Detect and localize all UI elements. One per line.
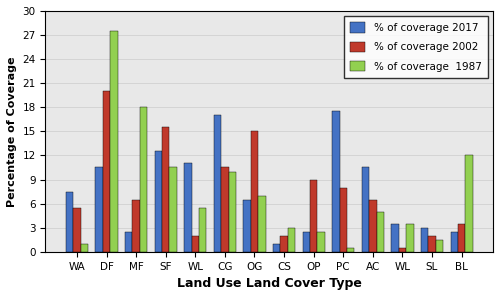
Y-axis label: Percentage of Coverage: Percentage of Coverage xyxy=(7,56,17,207)
Bar xyxy=(170,168,177,252)
Bar xyxy=(332,111,340,252)
Bar xyxy=(376,212,384,252)
Bar xyxy=(96,168,103,252)
Bar xyxy=(458,224,466,252)
Bar xyxy=(103,91,110,252)
Bar xyxy=(258,196,266,252)
Bar xyxy=(273,244,280,252)
Bar xyxy=(73,208,80,252)
Legend: % of coverage 2017, % of coverage 2002, % of coverage  1987: % of coverage 2017, % of coverage 2002, … xyxy=(344,16,488,78)
Bar xyxy=(244,200,251,252)
Bar xyxy=(288,228,295,252)
Bar xyxy=(362,168,369,252)
Bar xyxy=(251,131,258,252)
Bar xyxy=(192,236,199,252)
Bar xyxy=(110,31,118,252)
Bar xyxy=(199,208,206,252)
Bar xyxy=(398,248,406,252)
Bar xyxy=(318,232,324,252)
Bar xyxy=(450,232,458,252)
Bar xyxy=(221,168,228,252)
X-axis label: Land Use Land Cover Type: Land Use Land Cover Type xyxy=(177,277,362,290)
Bar xyxy=(347,248,354,252)
Bar xyxy=(466,155,472,252)
Bar xyxy=(302,232,310,252)
Bar xyxy=(280,236,288,252)
Bar xyxy=(184,163,192,252)
Bar xyxy=(140,107,147,252)
Bar xyxy=(340,188,347,252)
Bar xyxy=(421,228,428,252)
Bar xyxy=(214,115,221,252)
Bar xyxy=(428,236,436,252)
Bar xyxy=(80,244,88,252)
Bar xyxy=(132,200,140,252)
Bar xyxy=(406,224,413,252)
Bar xyxy=(66,192,73,252)
Bar xyxy=(125,232,132,252)
Bar xyxy=(310,179,318,252)
Bar xyxy=(162,127,170,252)
Bar xyxy=(228,171,236,252)
Bar xyxy=(369,200,376,252)
Bar xyxy=(154,151,162,252)
Bar xyxy=(436,240,443,252)
Bar xyxy=(392,224,398,252)
